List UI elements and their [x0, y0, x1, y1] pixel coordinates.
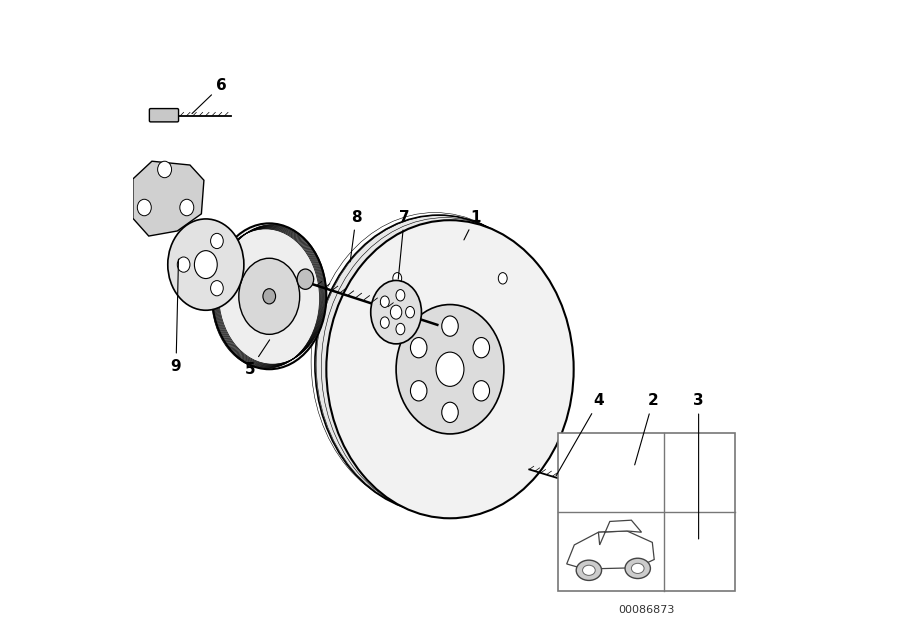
Ellipse shape: [410, 338, 427, 358]
Ellipse shape: [436, 352, 464, 387]
Ellipse shape: [315, 215, 562, 513]
Ellipse shape: [602, 526, 616, 543]
Ellipse shape: [391, 305, 401, 319]
Ellipse shape: [371, 280, 421, 344]
Ellipse shape: [263, 289, 275, 304]
FancyBboxPatch shape: [149, 108, 178, 122]
Ellipse shape: [177, 257, 190, 272]
Polygon shape: [567, 531, 654, 569]
Ellipse shape: [582, 565, 595, 575]
Ellipse shape: [396, 324, 405, 335]
Ellipse shape: [211, 280, 223, 296]
Text: 9: 9: [171, 259, 181, 373]
Text: 3: 3: [693, 394, 704, 539]
Ellipse shape: [211, 233, 223, 248]
Ellipse shape: [499, 273, 508, 284]
Ellipse shape: [396, 290, 405, 301]
Text: 7: 7: [399, 210, 410, 279]
Ellipse shape: [194, 250, 217, 278]
Ellipse shape: [616, 499, 638, 525]
Ellipse shape: [576, 560, 601, 580]
Text: 4: 4: [556, 394, 605, 476]
Ellipse shape: [212, 224, 327, 369]
Ellipse shape: [632, 563, 644, 573]
Ellipse shape: [406, 306, 415, 318]
Bar: [558, 433, 735, 591]
Ellipse shape: [327, 220, 573, 519]
Ellipse shape: [396, 304, 504, 434]
Ellipse shape: [602, 482, 616, 497]
Ellipse shape: [577, 457, 663, 559]
Text: 1: 1: [464, 210, 481, 240]
Ellipse shape: [473, 338, 490, 358]
Ellipse shape: [158, 161, 172, 178]
Ellipse shape: [381, 296, 389, 308]
Ellipse shape: [639, 526, 653, 543]
Ellipse shape: [442, 316, 458, 336]
Ellipse shape: [625, 558, 651, 578]
Ellipse shape: [590, 481, 606, 501]
Ellipse shape: [686, 526, 711, 557]
Text: 2: 2: [634, 394, 658, 465]
Ellipse shape: [167, 219, 244, 310]
Ellipse shape: [238, 258, 300, 334]
Text: 8: 8: [350, 210, 362, 262]
Ellipse shape: [392, 273, 401, 284]
Ellipse shape: [473, 381, 490, 401]
Ellipse shape: [584, 461, 670, 562]
Polygon shape: [133, 161, 204, 236]
Polygon shape: [598, 520, 642, 545]
Ellipse shape: [381, 317, 389, 328]
Ellipse shape: [180, 199, 194, 216]
Ellipse shape: [138, 199, 151, 216]
Ellipse shape: [410, 381, 427, 401]
Text: 5: 5: [245, 340, 270, 376]
Text: 00086873: 00086873: [618, 605, 675, 615]
Ellipse shape: [639, 482, 653, 497]
Text: 6: 6: [192, 78, 227, 113]
Ellipse shape: [297, 269, 313, 289]
Ellipse shape: [442, 402, 458, 422]
